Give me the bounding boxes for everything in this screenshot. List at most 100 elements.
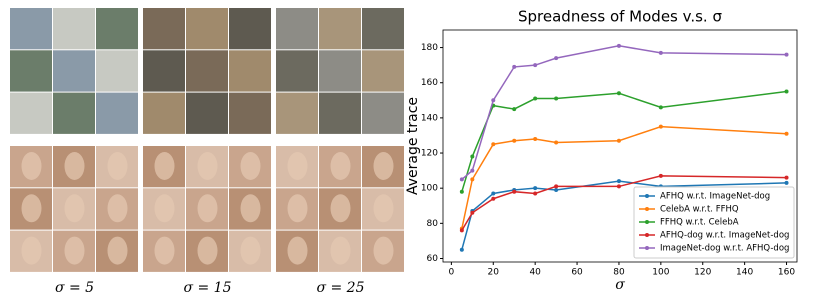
point bbox=[616, 184, 621, 189]
face bbox=[21, 236, 42, 265]
legend-box bbox=[633, 186, 795, 259]
panel-label: σ = 15 bbox=[183, 280, 231, 296]
face bbox=[64, 236, 85, 265]
image-tile bbox=[229, 50, 271, 92]
point bbox=[459, 177, 464, 182]
image-tile bbox=[319, 92, 361, 134]
face bbox=[197, 194, 218, 223]
point bbox=[533, 186, 538, 191]
x-tick-label: 120 bbox=[694, 268, 711, 278]
image-tile bbox=[10, 92, 52, 134]
image-tile bbox=[362, 50, 404, 92]
x-tick-label: 140 bbox=[736, 268, 753, 278]
legend-label: FFHQ w.r.t. CelebA bbox=[660, 218, 739, 228]
point bbox=[658, 50, 663, 55]
plot-frame bbox=[442, 29, 798, 263]
point bbox=[470, 177, 475, 182]
image-tile bbox=[53, 92, 95, 134]
image-tile bbox=[319, 50, 361, 92]
face bbox=[330, 194, 351, 223]
legend-label: AFHQ-dog w.r.t. ImageNet-dog bbox=[660, 231, 789, 241]
point bbox=[658, 173, 663, 178]
legend-marker bbox=[645, 220, 649, 224]
image-tile bbox=[276, 50, 318, 92]
face bbox=[373, 152, 394, 180]
point bbox=[616, 91, 621, 96]
point bbox=[784, 131, 789, 136]
image-tile bbox=[96, 50, 138, 92]
face bbox=[64, 152, 85, 180]
x-tick-label: 160 bbox=[778, 268, 795, 278]
image-tile bbox=[186, 92, 228, 134]
point bbox=[459, 228, 464, 233]
image-tile bbox=[276, 8, 318, 50]
image-tile bbox=[10, 8, 52, 50]
point bbox=[533, 63, 538, 68]
point bbox=[616, 43, 621, 48]
face bbox=[287, 152, 308, 180]
panel-label: σ = 25 bbox=[316, 280, 364, 296]
y-tick-label: 120 bbox=[421, 149, 438, 159]
point bbox=[784, 180, 789, 185]
point bbox=[491, 196, 496, 201]
point bbox=[533, 96, 538, 101]
face bbox=[240, 194, 261, 223]
image-tile bbox=[229, 8, 271, 50]
point bbox=[512, 189, 517, 194]
image-tile bbox=[362, 8, 404, 50]
y-tick-label: 180 bbox=[421, 43, 438, 53]
image-tile bbox=[143, 92, 185, 134]
x-tick-label: 40 bbox=[529, 268, 541, 278]
image-tile bbox=[53, 8, 95, 50]
face bbox=[240, 152, 261, 180]
legend-label: ImageNet-dog w.r.t. AFHQ-dog bbox=[660, 244, 789, 254]
x-axis-label: σ bbox=[615, 277, 625, 293]
y-axis-label: Average trace bbox=[405, 97, 421, 195]
image-tile bbox=[96, 8, 138, 50]
x-tick-label: 80 bbox=[613, 268, 625, 278]
point bbox=[512, 138, 517, 143]
image-tile bbox=[96, 92, 138, 134]
image-tile bbox=[143, 50, 185, 92]
y-tick-label: 60 bbox=[427, 254, 439, 264]
point bbox=[784, 52, 789, 57]
y-tick-label: 160 bbox=[421, 78, 438, 88]
point bbox=[470, 154, 475, 159]
face bbox=[107, 194, 128, 223]
point bbox=[784, 175, 789, 180]
point bbox=[616, 179, 621, 184]
point bbox=[533, 136, 538, 141]
panel-label: σ = 5 bbox=[55, 280, 94, 296]
x-tick-label: 100 bbox=[652, 268, 669, 278]
legend-marker bbox=[645, 207, 649, 211]
face bbox=[330, 152, 351, 180]
legend-marker bbox=[645, 233, 649, 237]
face bbox=[107, 236, 128, 265]
series-line bbox=[461, 45, 787, 180]
point bbox=[784, 89, 789, 94]
chart-title: Spreadness of Modes v.s. σ bbox=[518, 8, 722, 26]
point bbox=[554, 56, 559, 61]
x-tick-label: 20 bbox=[488, 268, 500, 278]
point bbox=[459, 189, 464, 194]
point bbox=[616, 138, 621, 143]
point bbox=[554, 140, 559, 145]
face bbox=[287, 194, 308, 223]
point bbox=[470, 210, 475, 215]
image-tile bbox=[10, 50, 52, 92]
image-tile bbox=[276, 92, 318, 134]
point bbox=[533, 191, 538, 196]
point bbox=[554, 96, 559, 101]
legend-label: CelebA w.r.t. FFHQ bbox=[660, 205, 739, 215]
image-tile bbox=[362, 92, 404, 134]
point bbox=[491, 142, 496, 147]
point bbox=[491, 191, 496, 196]
face bbox=[197, 152, 218, 180]
face bbox=[21, 194, 42, 223]
point bbox=[554, 184, 559, 189]
y-tick-label: 140 bbox=[421, 113, 438, 123]
image-panels bbox=[10, 8, 404, 272]
legend-label: AFHQ w.r.t. ImageNet-dog bbox=[660, 192, 770, 202]
point bbox=[459, 247, 464, 252]
x-tick-label: 60 bbox=[571, 268, 583, 278]
